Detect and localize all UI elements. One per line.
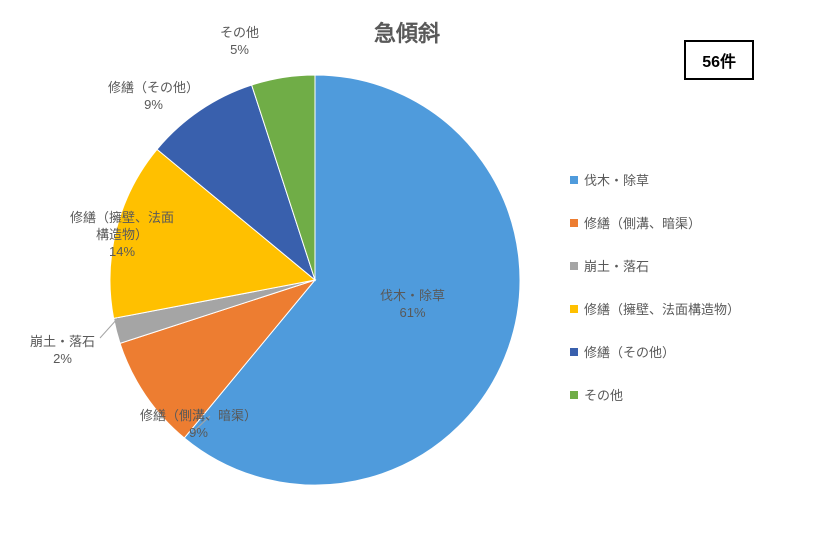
legend-item: 伐木・除草 xyxy=(570,170,740,189)
slice-label: 修繕（側溝、暗渠） 9% xyxy=(140,408,257,442)
slice-label: 崩土・落石 2% xyxy=(30,334,95,368)
slice-label: 修繕（その他） 9% xyxy=(108,80,199,114)
legend-item: その他 xyxy=(570,385,740,404)
legend-item: 修繕（擁壁、法面構造物） xyxy=(570,299,740,318)
legend-item: 修繕（その他） xyxy=(570,342,740,361)
legend-swatch xyxy=(570,391,578,399)
legend-label: その他 xyxy=(584,385,623,404)
legend-label: 修繕（その他） xyxy=(584,342,675,361)
legend-label: 修繕（側溝、暗渠） xyxy=(584,213,701,232)
legend-label: 崩土・落石 xyxy=(584,256,649,275)
count-badge: 56件 xyxy=(684,40,754,80)
legend-swatch xyxy=(570,219,578,227)
legend-label: 伐木・除草 xyxy=(584,170,649,189)
slice-label: 修繕（擁壁、法面 構造物） 14% xyxy=(70,210,174,261)
legend-swatch xyxy=(570,176,578,184)
chart-title: 急傾斜 xyxy=(374,16,440,48)
legend-label: 修繕（擁壁、法面構造物） xyxy=(584,299,740,318)
legend-swatch xyxy=(570,348,578,356)
legend-swatch xyxy=(570,262,578,270)
legend: 伐木・除草修繕（側溝、暗渠） 崩土・落石修繕（擁壁、法面構造物） 修繕（その他） その… xyxy=(570,170,740,428)
legend-item: 修繕（側溝、暗渠） xyxy=(570,213,740,232)
legend-item: 崩土・落石 xyxy=(570,256,740,275)
slice-label: その他 5% xyxy=(220,25,259,59)
slice-label: 伐木・除草 61% xyxy=(380,288,445,322)
legend-swatch xyxy=(570,305,578,313)
chart-container: 急傾斜 56件 伐木・除草修繕（側溝、暗渠） 崩土・落石修繕（擁壁、法面構造物） 修… xyxy=(0,0,814,533)
